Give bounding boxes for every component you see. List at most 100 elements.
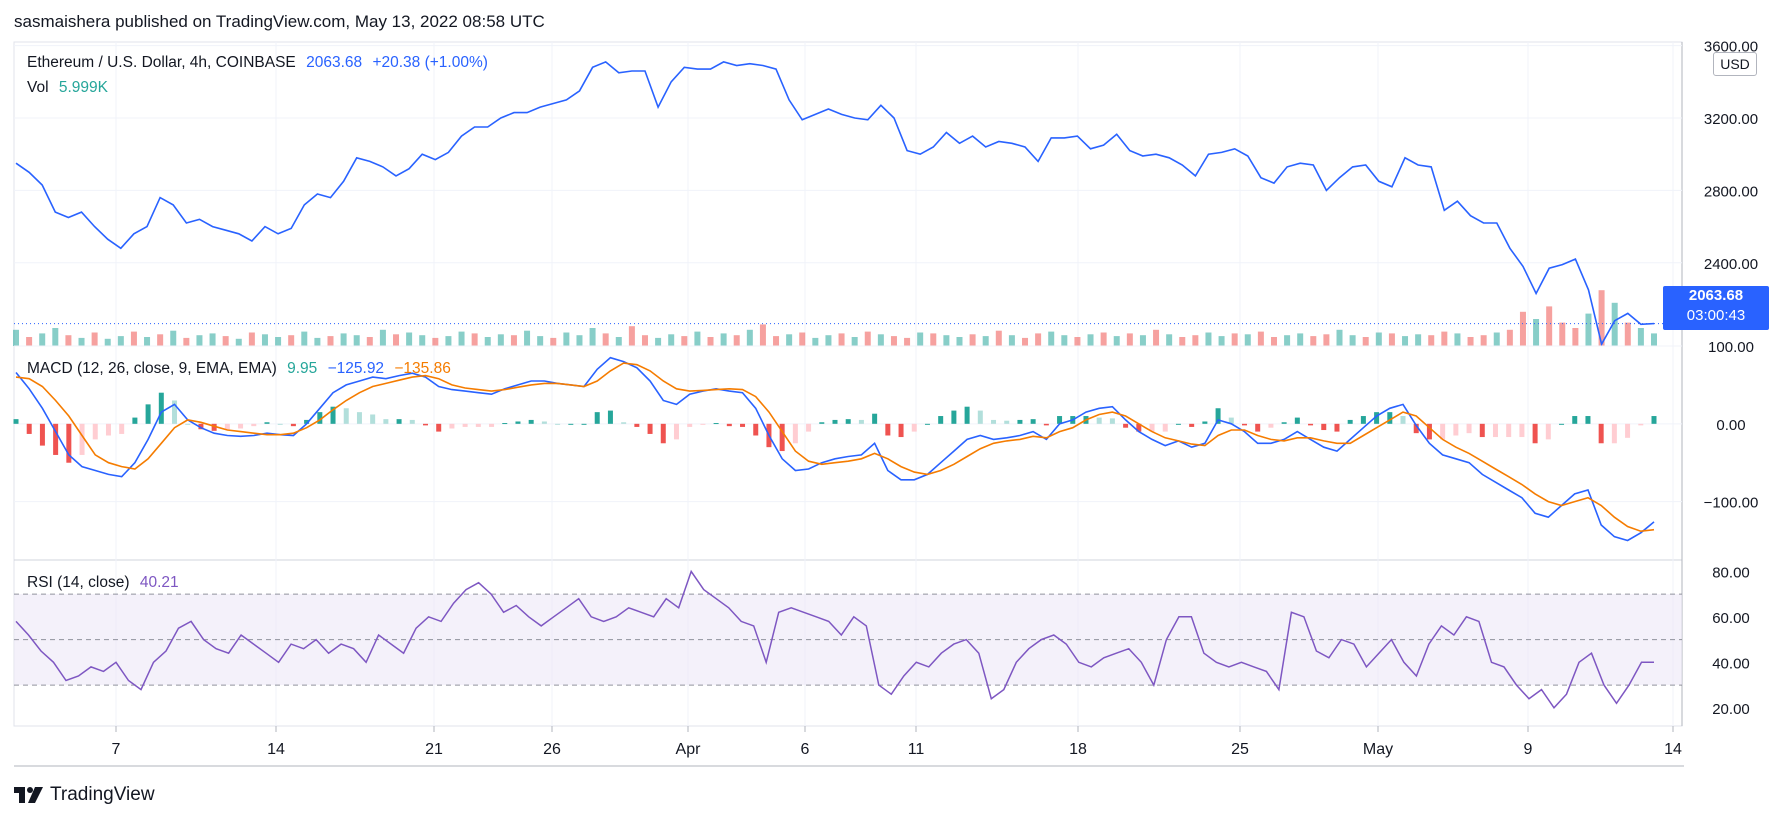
volume-bar	[497, 334, 504, 346]
macd-histogram-bar	[1281, 422, 1287, 424]
macd-histogram-bar	[1189, 423, 1195, 427]
macd-histogram-bar	[53, 423, 59, 455]
macd-histogram-bar	[977, 410, 983, 424]
macd-histogram-bar	[1572, 416, 1578, 424]
volume-bar	[1611, 302, 1618, 346]
rsi-label: RSI (14, close)	[27, 574, 130, 591]
footer-brand[interactable]: TradingView	[14, 784, 155, 806]
volume-bar	[930, 333, 937, 346]
volume-legend: Vol 5.999K	[27, 79, 114, 97]
volume-bar	[1506, 329, 1513, 346]
macd-histogram-bar	[1096, 417, 1102, 424]
currency-button[interactable]: USD	[1713, 52, 1757, 76]
volume-bar	[851, 337, 858, 346]
macd-histogram-bar	[79, 423, 85, 455]
rsi-value: 40.21	[139, 574, 179, 591]
macd-histogram-bar	[528, 419, 534, 424]
volume-bar	[746, 329, 753, 346]
macd-histogram-bar	[1109, 418, 1115, 424]
macd-tick-label: 0.00	[1716, 417, 1745, 434]
macd-histogram-bar	[634, 423, 640, 427]
volume-bar	[864, 331, 871, 346]
volume-bar	[419, 335, 426, 346]
macd-histogram-bar	[819, 422, 825, 424]
macd-histogram-bar	[515, 421, 521, 424]
volume-bar	[1624, 322, 1631, 346]
volume-bar	[890, 336, 897, 346]
volume-bar	[1153, 329, 1160, 346]
price-legend: Ethereum / U.S. Dollar, 4h, COINBASE 206…	[27, 54, 494, 72]
macd-histogram-bar	[1255, 423, 1261, 432]
volume-bar	[1388, 333, 1395, 346]
volume-bar	[393, 334, 400, 346]
volume-bar	[1415, 334, 1422, 346]
volume-bar	[458, 331, 465, 346]
volume-bar	[432, 337, 439, 346]
macd-histogram-bar	[185, 423, 191, 425]
x-tick-label: 7	[112, 741, 121, 758]
volume-bar	[1022, 337, 1029, 346]
volume-bar	[1100, 332, 1107, 346]
macd-histogram-bar	[700, 423, 706, 425]
volume-bar	[773, 336, 780, 346]
macd-histogram-bar	[1175, 423, 1181, 425]
macd-histogram-bar	[1611, 423, 1617, 444]
volume-bar	[681, 336, 688, 346]
volume-bar	[641, 335, 648, 346]
volume-bar	[1218, 336, 1225, 346]
volume-bar	[1192, 335, 1199, 346]
volume-bar	[799, 332, 806, 346]
volume-bar	[445, 336, 452, 346]
macd-histogram-bar	[1413, 423, 1419, 434]
volume-bar	[484, 337, 491, 346]
volume-bar	[1139, 335, 1146, 346]
macd-histogram-bar	[938, 416, 944, 424]
macd-histogram-bar	[1360, 416, 1366, 424]
macd-histogram-bar	[779, 423, 785, 452]
macd-histogram-bar	[647, 423, 653, 434]
volume-bar	[1257, 331, 1264, 346]
volume-bar	[130, 331, 137, 346]
macd-histogram-bar	[224, 423, 230, 430]
volume-bar	[1598, 290, 1605, 346]
macd-tick-label: −100.00	[1704, 495, 1759, 512]
macd-label: MACD (12, 26, close, 9, EMA, EMA)	[27, 360, 277, 377]
volume-bar	[1048, 331, 1055, 346]
volume-bar	[301, 331, 308, 346]
volume-bar	[956, 337, 963, 346]
rsi-tick-label: 60.00	[1712, 610, 1750, 627]
rsi-tick-label: 40.00	[1712, 655, 1750, 672]
volume-bar	[183, 337, 190, 346]
macd-histogram-bar	[1136, 423, 1142, 432]
macd-histogram-bar	[290, 423, 296, 427]
macd-histogram-bar	[1123, 423, 1129, 428]
last-price-badge-value: 2063.68	[1688, 287, 1744, 304]
x-tick-label: 14	[1664, 741, 1682, 758]
volume-bar	[943, 335, 950, 346]
volume-bar	[222, 336, 229, 346]
macd-histogram-bar	[991, 419, 997, 424]
x-tick-label: 25	[1231, 741, 1249, 758]
macd-histogram-bar	[1492, 423, 1498, 438]
macd-histogram-bar	[607, 410, 613, 424]
macd-histogram-bar	[462, 423, 468, 427]
volume-bar	[1179, 337, 1186, 346]
macd-histogram-bar	[1202, 421, 1208, 424]
macd-hist-value: 9.95	[287, 360, 318, 377]
macd-histogram-bar	[924, 423, 930, 425]
volume-bar	[812, 337, 819, 346]
price-tick-label: 2400.00	[1704, 256, 1758, 273]
macd-signal-line	[15, 362, 1655, 533]
macd-histogram-bar	[172, 400, 178, 424]
volume-bar	[1402, 336, 1409, 346]
macd-histogram-bar	[1400, 416, 1406, 424]
volume-bar	[982, 336, 989, 346]
macd-histogram-bar	[304, 419, 310, 424]
macd-histogram-bar	[211, 423, 217, 431]
macd-histogram-bar	[1215, 408, 1221, 424]
macd-histogram-bar	[1242, 423, 1247, 426]
macd-histogram-bar	[832, 419, 838, 424]
volume-bar	[39, 333, 46, 346]
macd-histogram-bar	[541, 421, 547, 424]
